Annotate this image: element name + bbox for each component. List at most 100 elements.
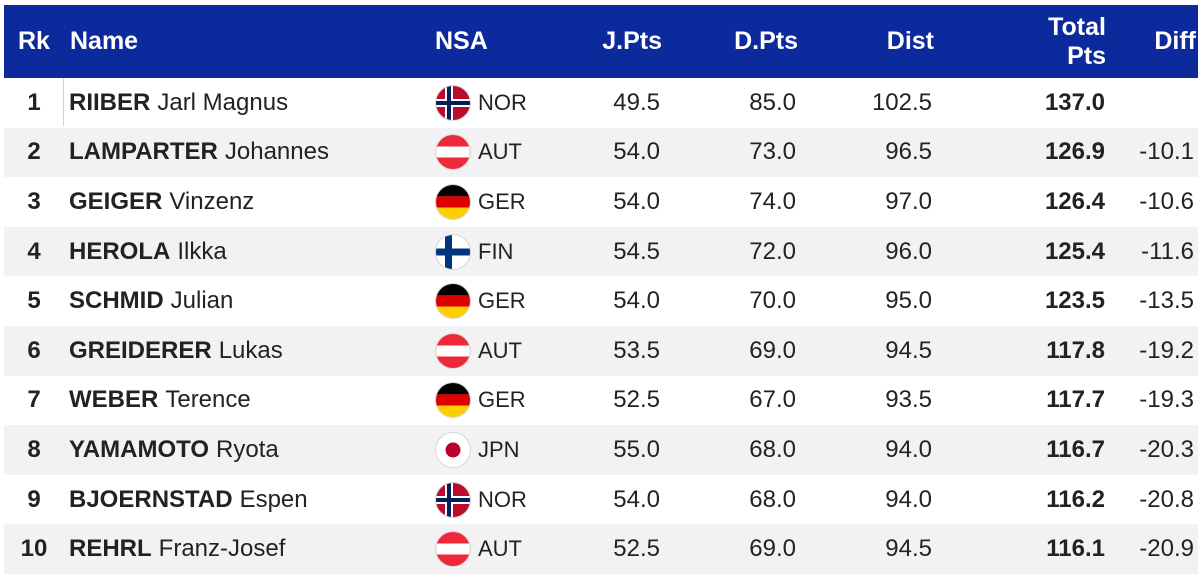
ger-flag-icon: [436, 184, 470, 219]
distance-points-cell: 68.0: [749, 435, 796, 463]
table-row[interactable]: 9 BJOERNSTAD Espen NOR 54.0 68.0 94.0 116.2 -20.…: [4, 475, 1198, 525]
diff-cell: -20.9: [1139, 535, 1194, 563]
header-distance[interactable]: Dist: [886, 27, 934, 55]
rank-cell: 9: [27, 485, 41, 513]
flag-icon: [436, 425, 470, 475]
jump-points-cell: 49.5: [613, 88, 660, 116]
diff-cell: -20.8: [1139, 485, 1194, 513]
diff-cell: -20.3: [1139, 435, 1194, 463]
athlete-first-name: Espen: [239, 485, 308, 513]
jump-points-cell: 52.5: [613, 386, 660, 414]
jump-points-cell: 52.5: [613, 535, 660, 563]
total-points-cell: 116.7: [1046, 435, 1105, 463]
jump-points-cell: 54.0: [613, 485, 660, 513]
flag-icon: [436, 78, 470, 128]
fin-flag-icon: [436, 234, 470, 269]
flag-icon: [436, 326, 470, 376]
header-name[interactable]: Name: [70, 27, 139, 55]
header-distance-points[interactable]: D.Pts: [734, 27, 798, 55]
distance-points-cell: 72.0: [749, 237, 796, 265]
athlete-last-name: GEIGER: [69, 187, 163, 215]
distance-points-cell: 70.0: [749, 287, 796, 315]
athlete-name[interactable]: BJOERNSTAD Espen: [69, 475, 308, 525]
diff-cell: -19.3: [1139, 386, 1194, 414]
athlete-name[interactable]: GEIGER Vinzenz: [69, 177, 254, 227]
athlete-first-name: Franz-Josef: [158, 535, 286, 563]
nsa-code: FIN: [478, 238, 514, 264]
distance-points-cell: 73.0: [749, 138, 796, 166]
nsa-code: JPN: [478, 436, 520, 462]
flag-icon: [436, 227, 470, 277]
distance-cell: 102.5: [871, 88, 932, 116]
distance-cell: 93.5: [885, 386, 932, 414]
rank-cell: 7: [27, 386, 41, 414]
table-row[interactable]: 10 REHRL Franz-Josef AUT 52.5 69.0 94.5 116.1 -2…: [4, 524, 1198, 574]
rank-cell: 2: [27, 138, 41, 166]
jpn-flag-icon: [436, 432, 470, 467]
table-row[interactable]: 5 SCHMID Julian GER 54.0 70.0 95.0 123.5 -13.5: [4, 276, 1198, 326]
distance-cell: 94.5: [885, 336, 932, 364]
distance-points-cell: 69.0: [749, 336, 796, 364]
athlete-first-name: Ryota: [216, 435, 279, 463]
athlete-name[interactable]: REHRL Franz-Josef: [69, 524, 285, 574]
athlete-name[interactable]: RIIBER Jarl Magnus: [69, 78, 288, 128]
rank-cell: 4: [27, 237, 41, 265]
header-total-line2: Pts: [1067, 41, 1106, 70]
athlete-last-name: WEBER: [69, 386, 159, 414]
rank-cell: 1: [27, 88, 41, 116]
total-points-cell: 123.5: [1044, 287, 1105, 315]
header-rank[interactable]: Rk: [18, 27, 50, 55]
athlete-name[interactable]: LAMPARTER Johannes: [69, 128, 329, 178]
table-row[interactable]: 1 RIIBER Jarl Magnus NOR 49.5 85.0 102.5 137.0: [4, 78, 1198, 128]
distance-cell: 94.0: [885, 435, 932, 463]
distance-cell: 97.0: [885, 187, 932, 215]
table-row[interactable]: 6 GREIDERER Lukas AUT 53.5 69.0 94.5 117.8 -19.2: [4, 326, 1198, 376]
table-row[interactable]: 7 WEBER Terence GER 52.5 67.0 93.5 117.7 -19.3: [4, 376, 1198, 426]
ger-flag-icon: [436, 383, 470, 418]
athlete-first-name: Terence: [165, 386, 251, 414]
header-jump-points[interactable]: J.Pts: [602, 27, 662, 55]
header-diff[interactable]: Diff: [1154, 27, 1196, 55]
flag-icon: [436, 128, 470, 178]
athlete-first-name: Lukas: [218, 336, 283, 364]
total-points-cell: 116.1: [1046, 535, 1105, 563]
jump-points-cell: 54.0: [613, 287, 660, 315]
header-total-line1: Total: [1048, 12, 1106, 41]
table-row[interactable]: 8 YAMAMOTO Ryota JPN 55.0 68.0 94.0 116.7 -20.3: [4, 425, 1198, 475]
distance-points-cell: 67.0: [749, 386, 796, 414]
nsa-code: GER: [478, 288, 526, 314]
athlete-name[interactable]: SCHMID Julian: [69, 276, 233, 326]
table-row[interactable]: 2 LAMPARTER Johannes AUT 54.0 73.0 96.5 126.9 -1…: [4, 127, 1198, 178]
jump-points-cell: 53.5: [613, 336, 660, 364]
flag-icon: [436, 524, 470, 574]
flag-icon: [436, 276, 470, 326]
athlete-first-name: Ilkka: [177, 237, 227, 265]
athlete-name[interactable]: HEROLA Ilkka: [69, 227, 227, 277]
table-row[interactable]: 4 HEROLA Ilkka FIN 54.5 72.0 96.0 125.4 -11.6: [4, 226, 1198, 277]
rank-cell: 8: [27, 435, 41, 463]
athlete-name[interactable]: YAMAMOTO Ryota: [69, 425, 279, 475]
table-row[interactable]: 3 GEIGER Vinzenz GER 54.0 74.0 97.0 126.4 -10.6: [4, 177, 1198, 227]
distance-points-cell: 85.0: [749, 88, 796, 116]
header-total-points[interactable]: Total Pts: [1048, 5, 1106, 78]
distance-cell: 94.5: [885, 535, 932, 563]
distance-points-cell: 74.0: [749, 187, 796, 215]
athlete-name[interactable]: WEBER Terence: [69, 376, 251, 426]
nsa-code: AUT: [478, 337, 522, 363]
nsa-code: GER: [478, 188, 526, 214]
nor-flag-icon: [436, 482, 470, 517]
total-points-cell: 125.4: [1044, 237, 1105, 265]
total-points-cell: 116.2: [1046, 485, 1105, 513]
athlete-name[interactable]: GREIDERER Lukas: [69, 326, 283, 376]
header-nsa[interactable]: NSA: [435, 27, 488, 55]
total-points-cell: 117.7: [1046, 386, 1105, 414]
distance-points-cell: 68.0: [749, 485, 796, 513]
jump-points-cell: 54.0: [613, 138, 660, 166]
athlete-last-name: REHRL: [69, 535, 152, 563]
diff-cell: -10.6: [1139, 187, 1194, 215]
nsa-code: AUT: [478, 139, 522, 165]
total-points-cell: 126.9: [1044, 138, 1105, 166]
nsa-code: NOR: [478, 89, 527, 115]
athlete-last-name: BJOERNSTAD: [69, 485, 233, 513]
